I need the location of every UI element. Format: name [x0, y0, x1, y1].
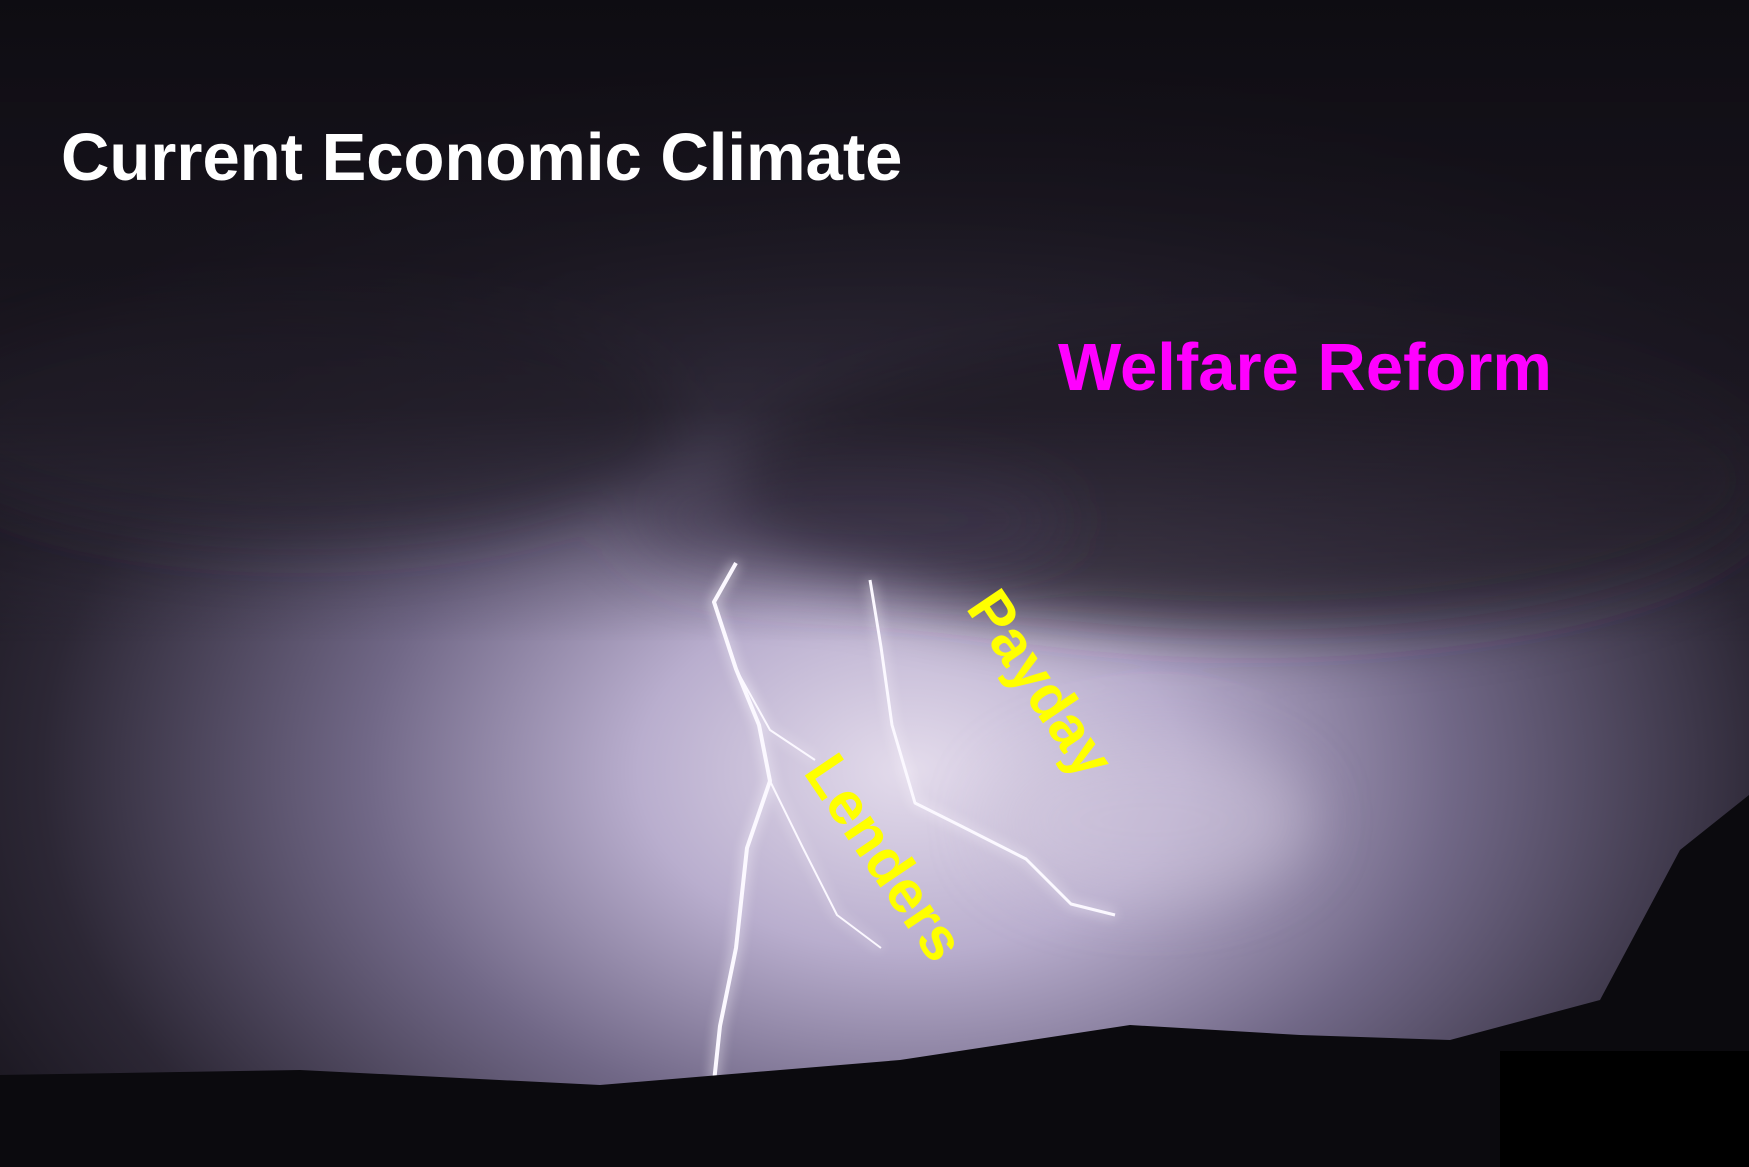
slide: Current Economic Climate Welfare Reform …	[0, 0, 1749, 1167]
title: Current Economic Climate	[61, 120, 902, 195]
page: Current Economic Climate Welfare Reform …	[0, 0, 1749, 1167]
corner-block	[1500, 1051, 1749, 1167]
annotation: Welfare Reform	[1058, 330, 1552, 405]
